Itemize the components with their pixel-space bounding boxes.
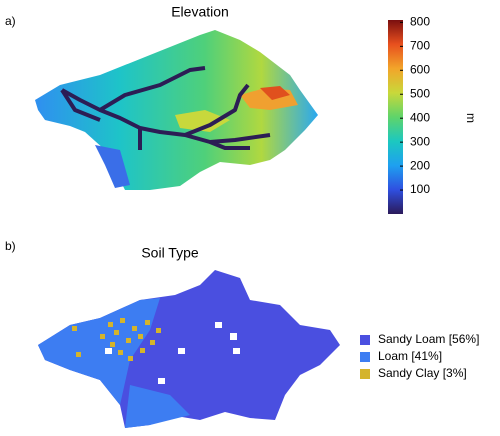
soil-region	[38, 298, 160, 405]
soil-cell	[110, 342, 115, 347]
soil-cell	[118, 350, 123, 355]
terrain-peak	[260, 86, 290, 100]
soil-region	[125, 385, 190, 428]
soil-cell	[76, 352, 81, 357]
soil-cell	[120, 318, 125, 323]
soil-cell	[72, 326, 77, 331]
elevation-map	[35, 30, 318, 190]
soil-region	[72, 318, 161, 361]
terrain-mid	[175, 110, 230, 132]
colorbar-label: m	[464, 113, 478, 123]
holes	[105, 322, 240, 384]
colorbar-tick-label: 800	[410, 15, 430, 29]
terrain-low	[95, 145, 130, 188]
soil-cell	[100, 334, 105, 339]
soil-cell	[156, 328, 161, 333]
colorbar-tick-label: 700	[410, 39, 430, 53]
colorbar-tick-label: 100	[410, 182, 430, 196]
panel-title: Elevation	[171, 4, 229, 20]
soil-cell	[150, 340, 155, 345]
rivers	[60, 66, 271, 150]
soil-cell	[140, 348, 145, 353]
soil-cell	[126, 338, 131, 343]
colorbar	[388, 20, 403, 214]
legend-label: Sandy Loam [56%]	[378, 332, 479, 346]
soil-cell	[108, 322, 113, 327]
soil-cell	[128, 356, 133, 361]
legend-swatch	[360, 352, 370, 362]
soil-map	[38, 270, 340, 428]
legend-label: Sandy Clay [3%]	[378, 366, 467, 380]
colorbar-tick-label: 400	[410, 110, 430, 124]
soil-cell	[138, 334, 143, 339]
panel-title: Soil Type	[141, 245, 199, 261]
colorbar-tick-label: 600	[410, 62, 430, 76]
soil-cell	[114, 330, 119, 335]
legend-label: Loam [41%]	[378, 349, 442, 363]
colorbar-tick-label: 200	[410, 158, 430, 172]
legend-swatch	[360, 369, 370, 379]
colorbar-tick-label: 300	[410, 134, 430, 148]
panel-label: a)	[5, 14, 16, 28]
panel-label: b)	[5, 239, 16, 253]
colorbar-tick-label: 500	[410, 86, 430, 100]
legend-swatch	[360, 335, 370, 345]
soil-cell	[132, 326, 137, 331]
soil-cell	[145, 320, 150, 325]
legend: Sandy Loam [56%] Loam [41%] Sandy Clay [3%…	[360, 332, 479, 380]
